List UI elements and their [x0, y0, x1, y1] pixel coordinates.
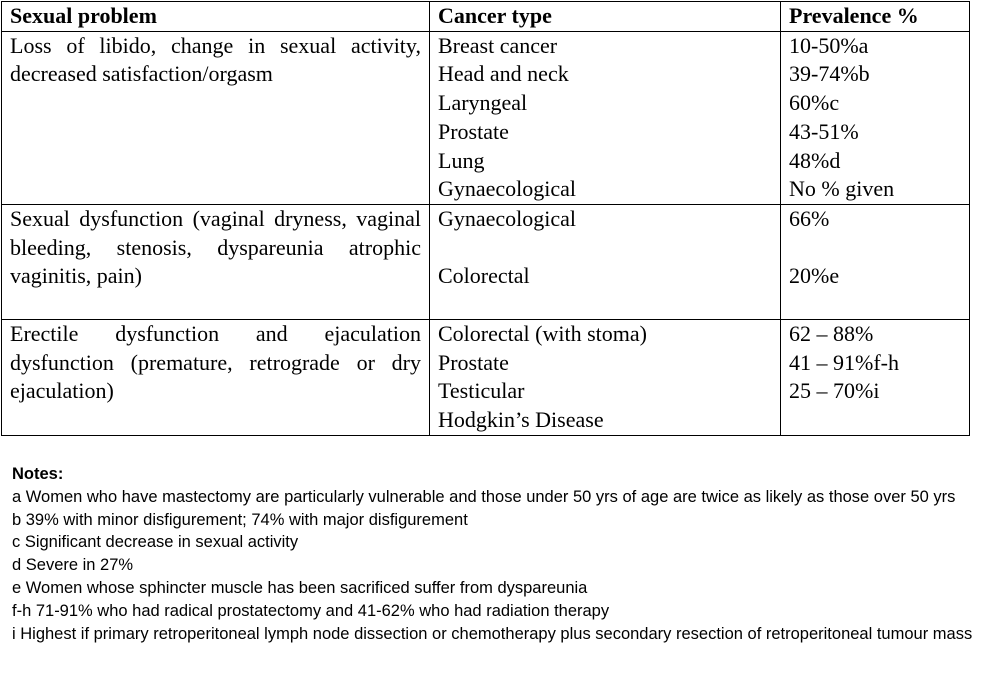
header-cell: Sexual problem [1, 1, 430, 32]
header-cell: Prevalence % [780, 1, 970, 32]
cancer-type: Prostate [438, 349, 509, 375]
cancer-type: Colorectal (with stoma) [438, 320, 647, 346]
note: b 39% with minor disfigurement; 74% with… [12, 510, 468, 529]
notes: Notes: a Women who have mastectomy are p… [12, 463, 991, 645]
problem-cell: Sexual dysfunction (vaginal dryness, vag… [1, 203, 430, 320]
note: f-h 71-91% who had radical prostatectomy… [12, 601, 610, 620]
prevalence-value: 10-50%a [789, 32, 869, 58]
cancer-type: Gynaecological [438, 205, 577, 231]
table-row: Sexual dysfunction (vaginal dryness, vag… [1, 203, 970, 320]
prevalence-value: 62 – 88% [789, 320, 874, 346]
cancer-type: Colorectal [438, 263, 530, 289]
header-row: Sexual problem Cancer type Prevalence % [1, 1, 970, 32]
prevalence-value: No % given [789, 176, 895, 202]
prevalence-cell: 66% 20%e [780, 203, 970, 320]
prevalence-cell: 62 – 88% 41 – 91%f-h 25 – 70%i [780, 318, 970, 436]
prevalence-table: Sexual problem Cancer type Prevalence % … [1, 1, 970, 436]
cancers-cell: Colorectal (with stoma) Prostate Testicula… [429, 318, 781, 436]
cancer-type: Laryngeal [438, 90, 528, 116]
prevalence-value: 48%d [789, 147, 841, 173]
note: c Significant decrease in sexual activit… [12, 533, 299, 552]
note: d Severe in 27% [12, 556, 134, 575]
cancer-type: Breast cancer [438, 32, 558, 58]
prevalence-value: 20%e [789, 263, 840, 289]
note: i Highest if primary retroperitoneal lym… [12, 624, 973, 643]
prevalence-value: 25 – 70%i [789, 378, 880, 404]
prevalence-value: 43-51% [789, 118, 859, 144]
header-cell: Cancer type [429, 1, 781, 32]
prevalence-value: 66% [789, 205, 830, 231]
note: a Women who have mastectomy are particul… [12, 487, 956, 506]
prevalence-value: 60%c [789, 90, 840, 116]
prevalence-cell: 10-50%a 39-74%b 60%c 43-51% 48%d No % given [780, 30, 970, 205]
cancer-type: Hodgkin’s Disease [438, 407, 604, 433]
problem-cell: Erectile dysfunction and ejaculation dys… [1, 318, 430, 436]
cancer-type: Testicular [438, 378, 525, 404]
cancer-type: Lung [438, 147, 485, 173]
note: e Women whose sphincter muscle has been … [12, 578, 588, 597]
prevalence-value: 39-74%b [789, 61, 870, 87]
table-row: Erectile dysfunction and ejaculation dys… [1, 318, 970, 436]
table-row: Loss of libido, change in sexual activit… [1, 30, 970, 205]
problem-cell: Loss of libido, change in sexual activit… [1, 30, 430, 205]
cancers-cell: Gynaecological Colorectal [429, 203, 781, 320]
prevalence-value: 41 – 91%f-h [789, 349, 899, 375]
cancer-type: Head and neck [438, 61, 569, 87]
cancer-type: Prostate [438, 118, 509, 144]
notes-title: Notes: [12, 465, 64, 483]
cancer-type: Gynaecological [438, 176, 577, 202]
cancers-cell: Breast cancer Head and neck Laryngeal Prost… [429, 30, 781, 205]
